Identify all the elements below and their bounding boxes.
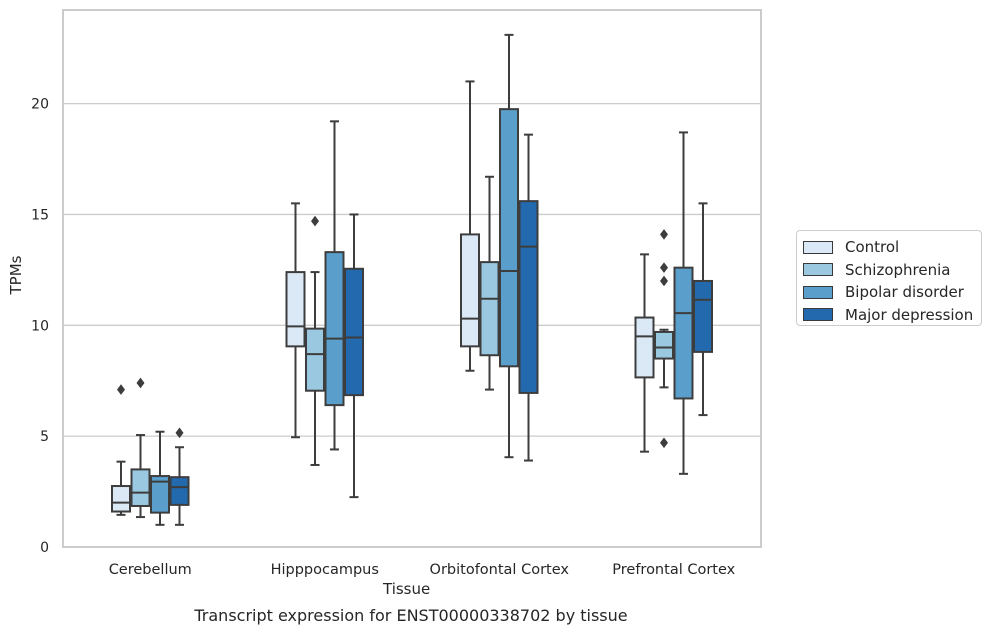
box-body: [285, 271, 306, 348]
legend-item: Bipolar disorder: [803, 281, 981, 304]
box: [130, 377, 151, 519]
y-axis-label: TPMs: [7, 255, 25, 295]
legend-swatch: [803, 308, 833, 322]
box-body: [324, 251, 345, 407]
box: [285, 202, 306, 439]
legend-label: Control: [845, 238, 900, 257]
outlier-point: [660, 229, 668, 240]
legend-swatch: [803, 285, 833, 299]
legend: Control Schizophrenia Bipolar disorder M…: [796, 230, 982, 326]
box-body: [673, 266, 694, 400]
legend-label: Major depression: [845, 305, 974, 324]
box: [634, 253, 655, 453]
y-tick-label: 10: [31, 318, 49, 334]
legend-item: Major depression: [803, 304, 981, 327]
box-body: [693, 279, 713, 353]
x-tick-label: Orbitofontal Cortex: [430, 562, 570, 578]
y-tick-label: 15: [31, 207, 49, 223]
y-tick-label: 20: [31, 97, 49, 113]
box-body: [130, 468, 151, 507]
box-body: [460, 233, 480, 348]
box-body: [305, 327, 325, 392]
outlier-point: [660, 437, 668, 449]
box: [693, 202, 713, 417]
x-tick-label: Cerebellum: [109, 562, 192, 578]
box-series: [111, 80, 655, 516]
outlier-point: [660, 275, 668, 287]
x-tick-label: Prefrontal Cortex: [612, 562, 735, 578]
x-axis-label: Tissue: [383, 580, 431, 598]
box-series: [150, 33, 694, 526]
legend-label: Schizophrenia: [845, 260, 951, 279]
box-body: [111, 485, 131, 513]
box-body: [634, 316, 655, 379]
box-body: [479, 261, 500, 357]
outlier-point: [311, 215, 319, 227]
box: [654, 229, 674, 449]
x-tick-label: Hipppocampus: [271, 562, 379, 578]
box: [111, 384, 131, 516]
box: [324, 120, 345, 451]
legend-item: Control: [803, 236, 981, 259]
box: [344, 213, 364, 499]
box: [499, 33, 519, 459]
box-body: [169, 476, 190, 506]
plot-frame: [62, 9, 762, 548]
y-tick-label: 0: [40, 540, 49, 556]
legend-swatch: [803, 263, 833, 277]
box-body: [150, 475, 170, 514]
box-body: [518, 200, 539, 394]
chart-caption: Transcript expression for ENST0000033870…: [194, 606, 628, 625]
box-series: [130, 175, 674, 519]
outlier-point: [136, 377, 145, 389]
box: [150, 430, 170, 526]
box: [518, 133, 539, 462]
y-tick-label: 5: [40, 429, 49, 445]
box-series: [169, 133, 713, 526]
outlier-point: [660, 262, 668, 273]
box-plot-series: [111, 33, 713, 526]
box-body: [344, 267, 364, 397]
box: [460, 80, 480, 372]
outlier-point: [175, 427, 184, 439]
legend-item: Schizophrenia: [803, 259, 981, 282]
legend-label: Bipolar disorder: [845, 283, 964, 302]
box: [169, 427, 190, 526]
box: [673, 131, 694, 475]
outlier-point: [117, 384, 125, 395]
box-body: [654, 330, 674, 360]
box-body: [499, 108, 519, 368]
box: [479, 175, 500, 391]
box: [305, 215, 325, 466]
legend-swatch: [803, 240, 833, 254]
axes: 0 5 10 15 20 Cerebellum Hipppocampus Orbitofont…: [31, 9, 762, 578]
